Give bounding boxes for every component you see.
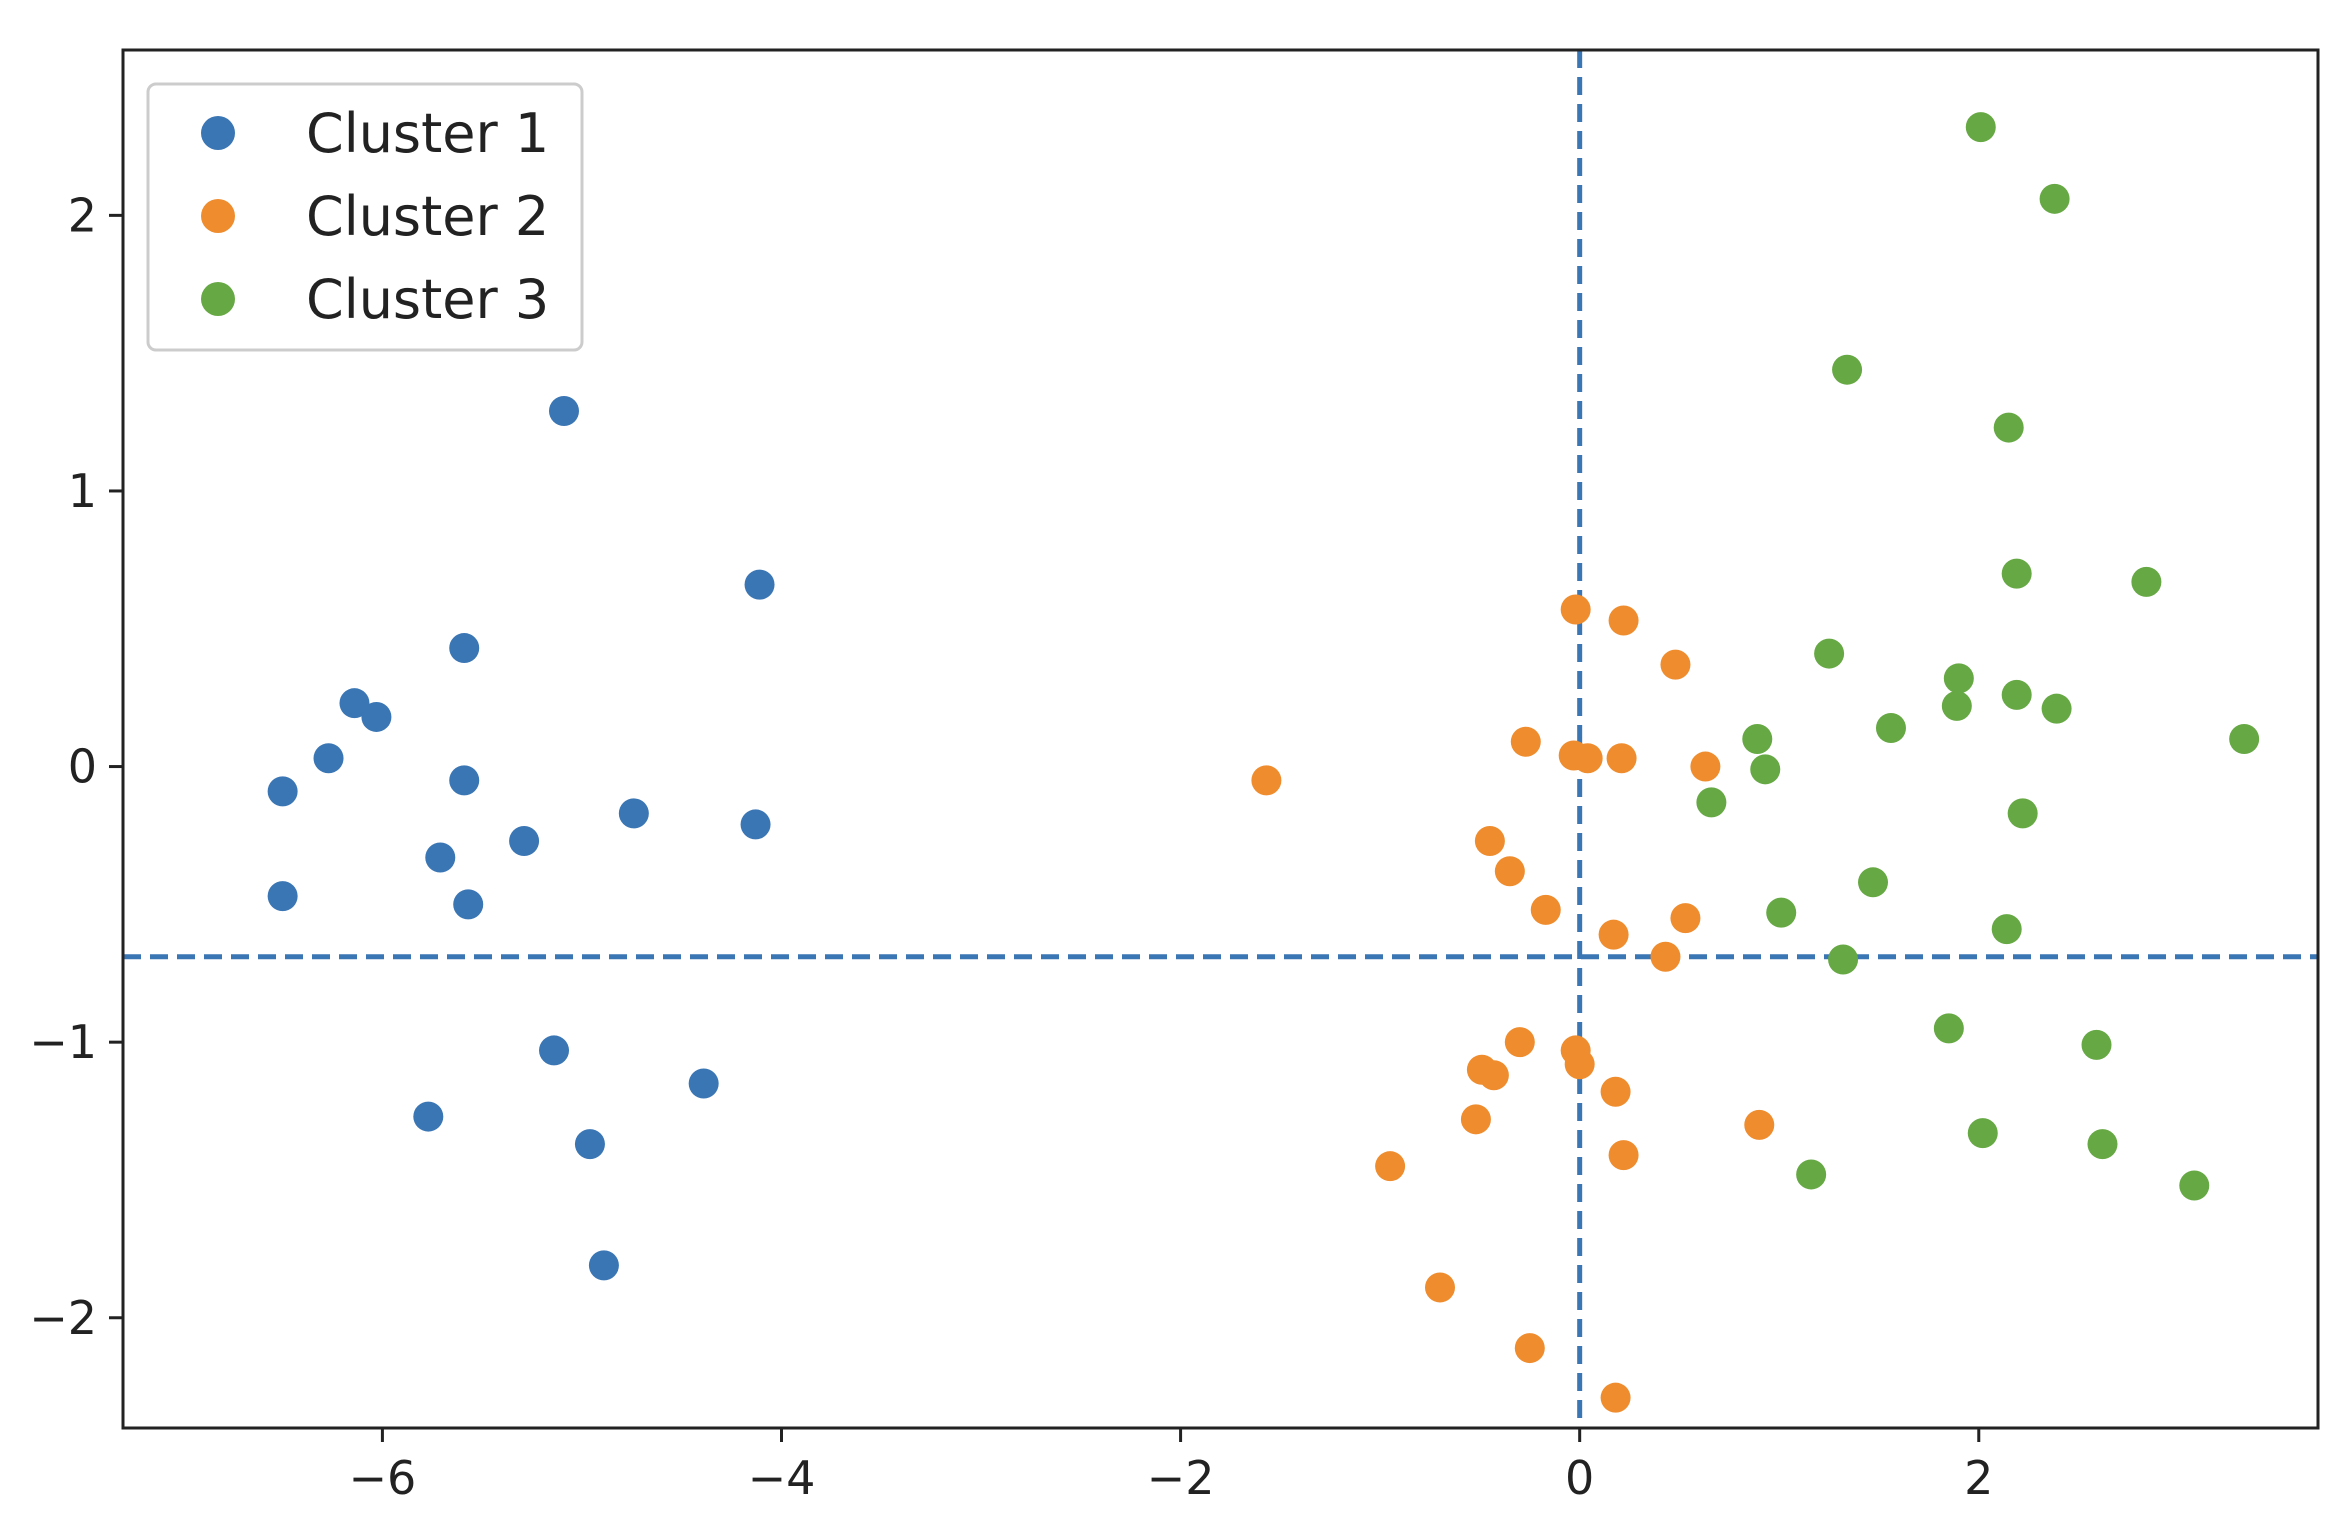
cluster-1-point — [361, 701, 392, 732]
cluster-3-point — [1696, 787, 1727, 818]
cluster-3-point — [2131, 566, 2162, 597]
cluster-3-point — [1991, 914, 2022, 945]
cluster-2-point — [1670, 903, 1701, 934]
cluster-3-point — [2001, 558, 2032, 589]
y-tick-label: 0 — [68, 740, 97, 794]
cluster-3-point — [1742, 724, 1773, 754]
reference-lines — [123, 50, 2318, 1428]
legend-label-cluster-2: Cluster 2 — [306, 185, 549, 248]
legend: Cluster 1 Cluster 2 Cluster 3 — [146, 82, 584, 352]
x-tick-label: −4 — [748, 1451, 816, 1505]
cluster-2-point — [1510, 726, 1541, 757]
cluster-2-point — [1375, 1151, 1406, 1182]
legend-box — [146, 82, 584, 352]
cluster-2-point — [1425, 1272, 1455, 1303]
cluster-3-point — [2179, 1170, 2210, 1201]
legend-label-cluster-3: Cluster 3 — [306, 268, 549, 331]
cluster-3-point — [1993, 412, 2024, 443]
cluster-2-point — [1504, 1027, 1535, 1058]
cluster-2-point — [1690, 751, 1721, 782]
cluster-1-point — [618, 798, 649, 829]
cluster-3-point — [1941, 690, 1972, 721]
cluster-1-point — [425, 842, 456, 873]
cluster-2-point — [1598, 919, 1629, 950]
cluster-3-point — [2001, 679, 2032, 710]
cluster-1-point — [740, 809, 771, 840]
cluster-1-point — [313, 743, 344, 774]
cluster-1-point — [509, 825, 540, 856]
y-tick-label: 1 — [68, 464, 97, 518]
cluster-3-point — [1858, 867, 1889, 898]
cluster-1-point — [413, 1101, 444, 1132]
cluster-3-point — [1796, 1159, 1827, 1190]
cluster-2-point — [1608, 1140, 1639, 1171]
cluster-3-point — [2007, 798, 2038, 829]
cluster-3-point — [1814, 638, 1845, 669]
cluster-2-point — [1608, 605, 1639, 636]
cluster-2-point — [1606, 743, 1637, 774]
y-tick-label: 2 — [68, 188, 97, 242]
cluster-2-point — [1514, 1333, 1545, 1364]
data-points — [267, 112, 2260, 1413]
cluster-3-point — [1828, 944, 1859, 975]
cluster-3-point — [1875, 712, 1906, 743]
cluster-1-point — [688, 1068, 719, 1099]
cluster-1-point — [588, 1250, 619, 1281]
cluster-1-point — [744, 569, 775, 600]
cluster-1-point — [453, 889, 484, 920]
cluster-3-point — [2081, 1029, 2112, 1060]
cluster-3-point — [1967, 1118, 1998, 1149]
cluster-3-point — [1965, 112, 1996, 143]
cluster-3-point — [2041, 693, 2072, 724]
x-tick-label: −2 — [1147, 1451, 1215, 1505]
cluster-2-point — [1564, 1049, 1595, 1080]
x-tick-label: 2 — [1964, 1451, 1993, 1505]
cluster-2-point — [1600, 1076, 1631, 1107]
cluster-1-point — [267, 776, 298, 807]
cluster-3-point — [1766, 897, 1797, 928]
cluster-2-point — [1744, 1109, 1775, 1140]
cluster-2-point — [1600, 1382, 1631, 1413]
cluster-3-point — [1832, 354, 1863, 385]
cluster-1-point — [449, 633, 480, 664]
legend-marker-cluster-3 — [201, 282, 235, 316]
cluster-2-point — [1474, 825, 1505, 856]
cluster-2-point — [1560, 594, 1591, 625]
cluster-2-point — [1650, 941, 1681, 972]
cluster-3-point — [1750, 754, 1781, 785]
cluster-3-point — [1933, 1013, 1964, 1044]
cluster-2-point — [1660, 649, 1691, 680]
x-tick-label: 0 — [1565, 1451, 1594, 1505]
cluster-1-point — [539, 1035, 570, 1066]
x-tick-label: −6 — [349, 1451, 417, 1505]
legend-marker-cluster-2 — [201, 199, 235, 233]
plot-frame — [121, 48, 2320, 1430]
cluster-1-point — [574, 1129, 605, 1160]
cluster-3-point — [2039, 183, 2070, 214]
cluster-2-point — [1460, 1104, 1491, 1135]
y-axis-ticks: −2 −1 0 1 2 — [29, 188, 123, 1345]
cluster-2-point — [1478, 1060, 1509, 1091]
cluster-2-point — [1572, 743, 1603, 774]
cluster-3-point — [2229, 724, 2260, 754]
cluster-3-point — [1943, 663, 1974, 694]
legend-label-cluster-1: Cluster 1 — [306, 102, 549, 165]
cluster-1-point — [548, 396, 579, 427]
cluster-1-point — [267, 881, 298, 912]
y-tick-label: −1 — [29, 1015, 97, 1069]
cluster-2-point — [1530, 894, 1561, 925]
legend-marker-cluster-1 — [201, 116, 235, 150]
cluster-1-point — [339, 688, 370, 719]
x-axis-ticks: −6 −4 −2 0 2 — [349, 1428, 1993, 1505]
cluster-3-point — [2087, 1129, 2118, 1160]
cluster-1-point — [449, 765, 480, 796]
cluster-2-point — [1251, 765, 1282, 796]
y-tick-label: −2 — [29, 1291, 97, 1345]
cluster-2-point — [1494, 856, 1525, 887]
